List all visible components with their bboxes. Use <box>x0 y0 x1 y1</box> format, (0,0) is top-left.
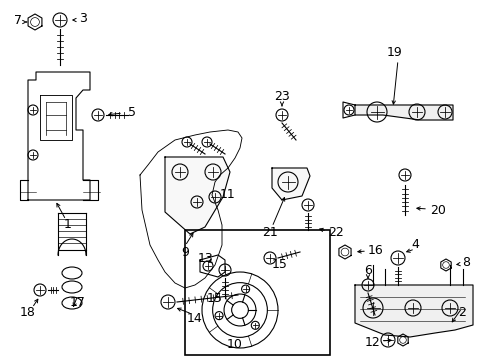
Text: 17: 17 <box>70 296 86 309</box>
Text: 13: 13 <box>197 252 213 265</box>
Text: 6: 6 <box>364 264 372 276</box>
Text: 14: 14 <box>187 311 203 324</box>
Text: 21: 21 <box>262 225 278 238</box>
Text: 1: 1 <box>64 219 72 231</box>
Text: 9: 9 <box>181 246 189 258</box>
Text: 23: 23 <box>274 90 290 104</box>
Polygon shape <box>165 157 230 234</box>
Text: 15: 15 <box>207 292 223 305</box>
Text: 8: 8 <box>462 256 470 270</box>
Text: 15: 15 <box>272 258 288 271</box>
Bar <box>185 230 330 355</box>
Text: 20: 20 <box>430 203 446 216</box>
Text: 11: 11 <box>220 189 236 202</box>
Text: 16: 16 <box>368 243 384 256</box>
Polygon shape <box>355 105 453 120</box>
Text: 22: 22 <box>328 225 344 238</box>
Text: 7: 7 <box>14 13 22 27</box>
Polygon shape <box>355 285 473 337</box>
Text: 18: 18 <box>20 306 36 319</box>
Polygon shape <box>272 168 310 200</box>
Text: 2: 2 <box>458 306 466 320</box>
Text: 3: 3 <box>79 13 87 26</box>
Text: 12: 12 <box>364 336 380 348</box>
Text: 19: 19 <box>387 45 403 58</box>
Text: 5: 5 <box>128 105 136 118</box>
Text: 4: 4 <box>411 238 419 252</box>
Text: 10: 10 <box>227 338 243 351</box>
